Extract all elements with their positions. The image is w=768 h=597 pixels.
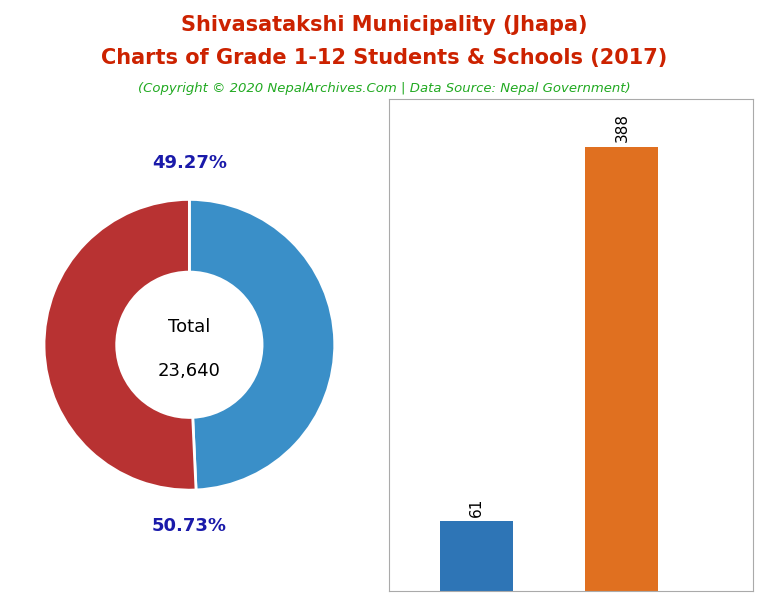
Text: 50.73%: 50.73% (152, 518, 227, 536)
Text: Total: Total (168, 318, 210, 336)
Text: 49.27%: 49.27% (152, 154, 227, 172)
Bar (585, 147, 658, 591)
Wedge shape (44, 199, 196, 490)
Text: (Copyright © 2020 NepalArchives.Com | Data Source: Nepal Government): (Copyright © 2020 NepalArchives.Com | Da… (137, 82, 631, 96)
Text: 23,640: 23,640 (158, 362, 221, 380)
Wedge shape (190, 199, 335, 490)
Bar (440, 521, 513, 591)
Text: 388: 388 (614, 113, 629, 142)
Text: Charts of Grade 1-12 Students & Schools (2017): Charts of Grade 1-12 Students & Schools … (101, 48, 667, 68)
Text: Shivasatakshi Municipality (Jhapa): Shivasatakshi Municipality (Jhapa) (180, 15, 588, 35)
Text: 61: 61 (469, 497, 484, 516)
